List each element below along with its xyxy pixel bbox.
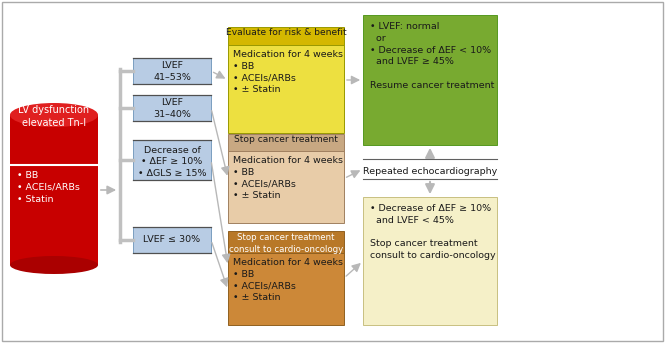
FancyBboxPatch shape	[10, 115, 98, 265]
Text: LV dysfunction
elevated Tn-I: LV dysfunction elevated Tn-I	[19, 105, 89, 128]
Text: Medication for 4 weeks
• BB
• ACEIs/ARBs
• ± Statin: Medication for 4 weeks • BB • ACEIs/ARBs…	[233, 50, 343, 94]
FancyBboxPatch shape	[228, 27, 344, 45]
FancyBboxPatch shape	[228, 231, 344, 253]
Text: Medication for 4 weeks
• BB
• ACEIs/ARBs
• ± Statin: Medication for 4 weeks • BB • ACEIs/ARBs…	[233, 156, 343, 200]
Text: • Decrease of ΔEF ≥ 10%
  and LVEF < 45%

Stop cancer treatment
consult to cardi: • Decrease of ΔEF ≥ 10% and LVEF < 45% S…	[370, 204, 496, 260]
Text: Evaluate for risk & benefit: Evaluate for risk & benefit	[226, 28, 346, 37]
Text: Decrease of
• ΔEF ≥ 10%
• ΔGLS ≥ 15%: Decrease of • ΔEF ≥ 10% • ΔGLS ≥ 15%	[138, 145, 206, 178]
Text: Stop cancer treatment: Stop cancer treatment	[234, 135, 338, 144]
FancyBboxPatch shape	[228, 253, 344, 325]
Text: LVEF ≤ 30%: LVEF ≤ 30%	[143, 235, 200, 244]
Text: LVEF
31–40%: LVEF 31–40%	[153, 98, 191, 119]
Text: Repeated echocardiography: Repeated echocardiography	[363, 167, 497, 176]
Text: Stop cancer treatment
consult to cardio-oncology: Stop cancer treatment consult to cardio-…	[229, 233, 343, 254]
Text: LVEF
41–53%: LVEF 41–53%	[153, 61, 191, 82]
FancyBboxPatch shape	[133, 227, 211, 253]
FancyBboxPatch shape	[228, 151, 344, 223]
FancyBboxPatch shape	[228, 134, 344, 151]
Ellipse shape	[10, 103, 98, 127]
FancyBboxPatch shape	[133, 140, 211, 180]
FancyBboxPatch shape	[133, 58, 211, 84]
Text: • BB
• ACEIs/ARBs
• Statin: • BB • ACEIs/ARBs • Statin	[17, 171, 80, 204]
Text: • LVEF: normal
  or
• Decrease of ΔEF < 10%
  and LVEF ≥ 45%

Resume cancer trea: • LVEF: normal or • Decrease of ΔEF < 10…	[370, 22, 494, 90]
FancyBboxPatch shape	[133, 95, 211, 121]
FancyBboxPatch shape	[228, 45, 344, 133]
FancyBboxPatch shape	[363, 15, 497, 145]
Ellipse shape	[10, 256, 98, 274]
FancyBboxPatch shape	[363, 197, 497, 325]
Text: Medication for 4 weeks
• BB
• ACEIs/ARBs
• ± Statin: Medication for 4 weeks • BB • ACEIs/ARBs…	[233, 258, 343, 303]
